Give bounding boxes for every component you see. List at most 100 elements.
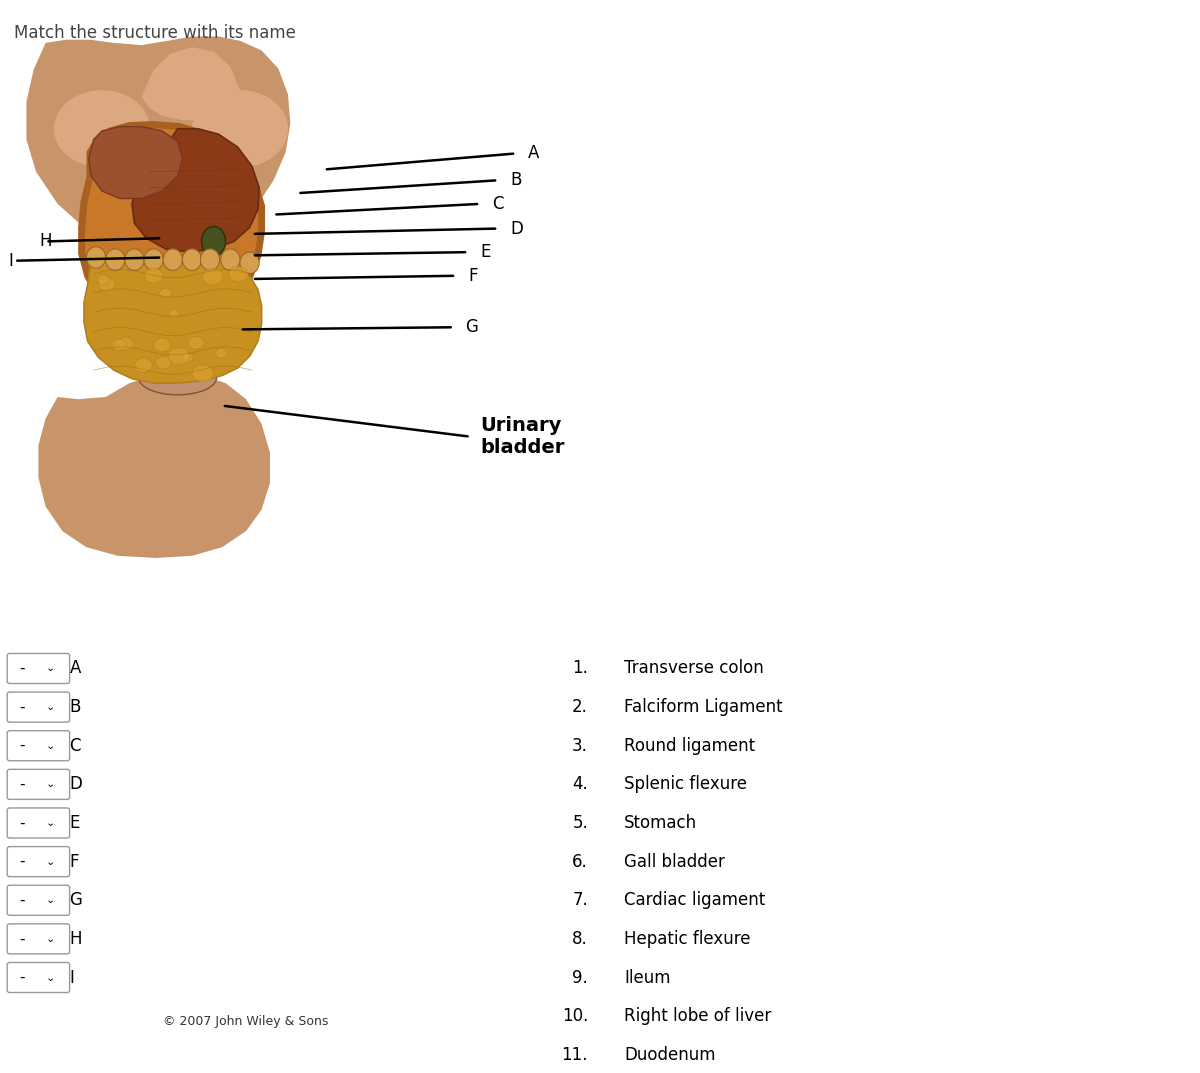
Text: D: D [70,776,83,793]
Ellipse shape [139,361,217,395]
Text: ⌄: ⌄ [46,856,55,867]
Text: Urinary
bladder: Urinary bladder [480,416,564,457]
Ellipse shape [134,358,152,372]
Text: G: G [70,892,83,909]
Text: Transverse colon: Transverse colon [624,660,763,677]
Text: -: - [19,777,25,792]
Text: -: - [19,931,25,946]
Text: B: B [510,172,521,189]
Text: ⌄: ⌄ [46,779,55,790]
Ellipse shape [125,249,144,270]
FancyBboxPatch shape [7,962,70,993]
Ellipse shape [154,338,170,352]
Text: A: A [70,660,80,677]
FancyBboxPatch shape [7,924,70,954]
Ellipse shape [229,266,248,282]
FancyBboxPatch shape [7,653,70,684]
Ellipse shape [203,268,223,285]
Text: F: F [468,267,478,284]
Text: ⌄: ⌄ [46,740,55,751]
Text: 5.: 5. [572,814,588,832]
Ellipse shape [182,249,202,270]
Text: -: - [19,661,25,676]
Ellipse shape [144,268,163,283]
Text: Match the structure with its name: Match the structure with its name [14,24,296,42]
Ellipse shape [181,354,192,364]
Text: 10.: 10. [562,1008,588,1025]
Text: Falciform Ligament: Falciform Ligament [624,699,782,716]
Text: 8.: 8. [572,930,588,947]
Text: -: - [19,738,25,753]
Text: ⌄: ⌄ [46,702,55,712]
Text: -: - [19,700,25,715]
Text: Right lobe of liver: Right lobe of liver [624,1008,772,1025]
Ellipse shape [169,309,179,318]
Text: I: I [8,252,13,269]
Polygon shape [132,129,259,252]
Text: 11.: 11. [562,1046,588,1063]
Ellipse shape [98,278,115,291]
Polygon shape [89,127,182,199]
Polygon shape [142,47,240,120]
Ellipse shape [106,249,125,270]
Text: E: E [70,814,80,832]
Text: ⌄: ⌄ [46,895,55,906]
Text: ⌄: ⌄ [46,972,55,983]
Text: 7.: 7. [572,892,588,909]
Text: Duodenum: Duodenum [624,1046,715,1063]
Text: -: - [19,815,25,831]
Ellipse shape [168,348,190,365]
Ellipse shape [192,90,288,167]
Ellipse shape [86,247,106,268]
Ellipse shape [163,249,182,270]
FancyBboxPatch shape [7,692,70,722]
Text: 9.: 9. [572,969,588,986]
Text: 2.: 2. [572,699,588,716]
Text: ⌄: ⌄ [46,663,55,674]
FancyBboxPatch shape [7,885,70,915]
Ellipse shape [182,353,193,362]
Polygon shape [38,373,270,558]
Text: ⌄: ⌄ [46,818,55,828]
Text: C: C [70,737,82,754]
Text: E: E [480,244,491,261]
Text: 6.: 6. [572,853,588,870]
Text: Splenic flexure: Splenic flexure [624,776,746,793]
Polygon shape [82,124,262,327]
Text: -: - [19,893,25,908]
Text: D: D [510,220,523,237]
FancyBboxPatch shape [7,847,70,877]
Ellipse shape [202,226,226,256]
Ellipse shape [97,275,110,285]
Ellipse shape [160,289,172,298]
FancyBboxPatch shape [7,769,70,799]
Ellipse shape [118,337,133,350]
Text: -: - [19,970,25,985]
Text: Hepatic flexure: Hepatic flexure [624,930,750,947]
Text: 3.: 3. [572,737,588,754]
Text: F: F [70,853,79,870]
Text: ⌄: ⌄ [46,934,55,944]
Ellipse shape [200,249,220,270]
Text: B: B [70,699,80,716]
Text: C: C [492,195,504,212]
Ellipse shape [188,337,204,349]
Text: Ileum: Ileum [624,969,671,986]
FancyBboxPatch shape [7,808,70,838]
FancyBboxPatch shape [7,731,70,761]
Text: A: A [528,145,539,162]
Text: © 2007 John Wiley & Sons: © 2007 John Wiley & Sons [163,1015,329,1028]
Polygon shape [26,36,290,247]
Ellipse shape [215,349,227,358]
Text: G: G [466,319,479,336]
Text: H: H [70,930,82,947]
Text: H: H [40,233,52,250]
Text: 4.: 4. [572,776,588,793]
Ellipse shape [192,365,214,382]
Text: 1.: 1. [572,660,588,677]
Text: Round ligament: Round ligament [624,737,755,754]
Text: I: I [70,969,74,986]
Text: Gall bladder: Gall bladder [624,853,725,870]
Text: Stomach: Stomach [624,814,697,832]
Text: Cardiac ligament: Cardiac ligament [624,892,766,909]
